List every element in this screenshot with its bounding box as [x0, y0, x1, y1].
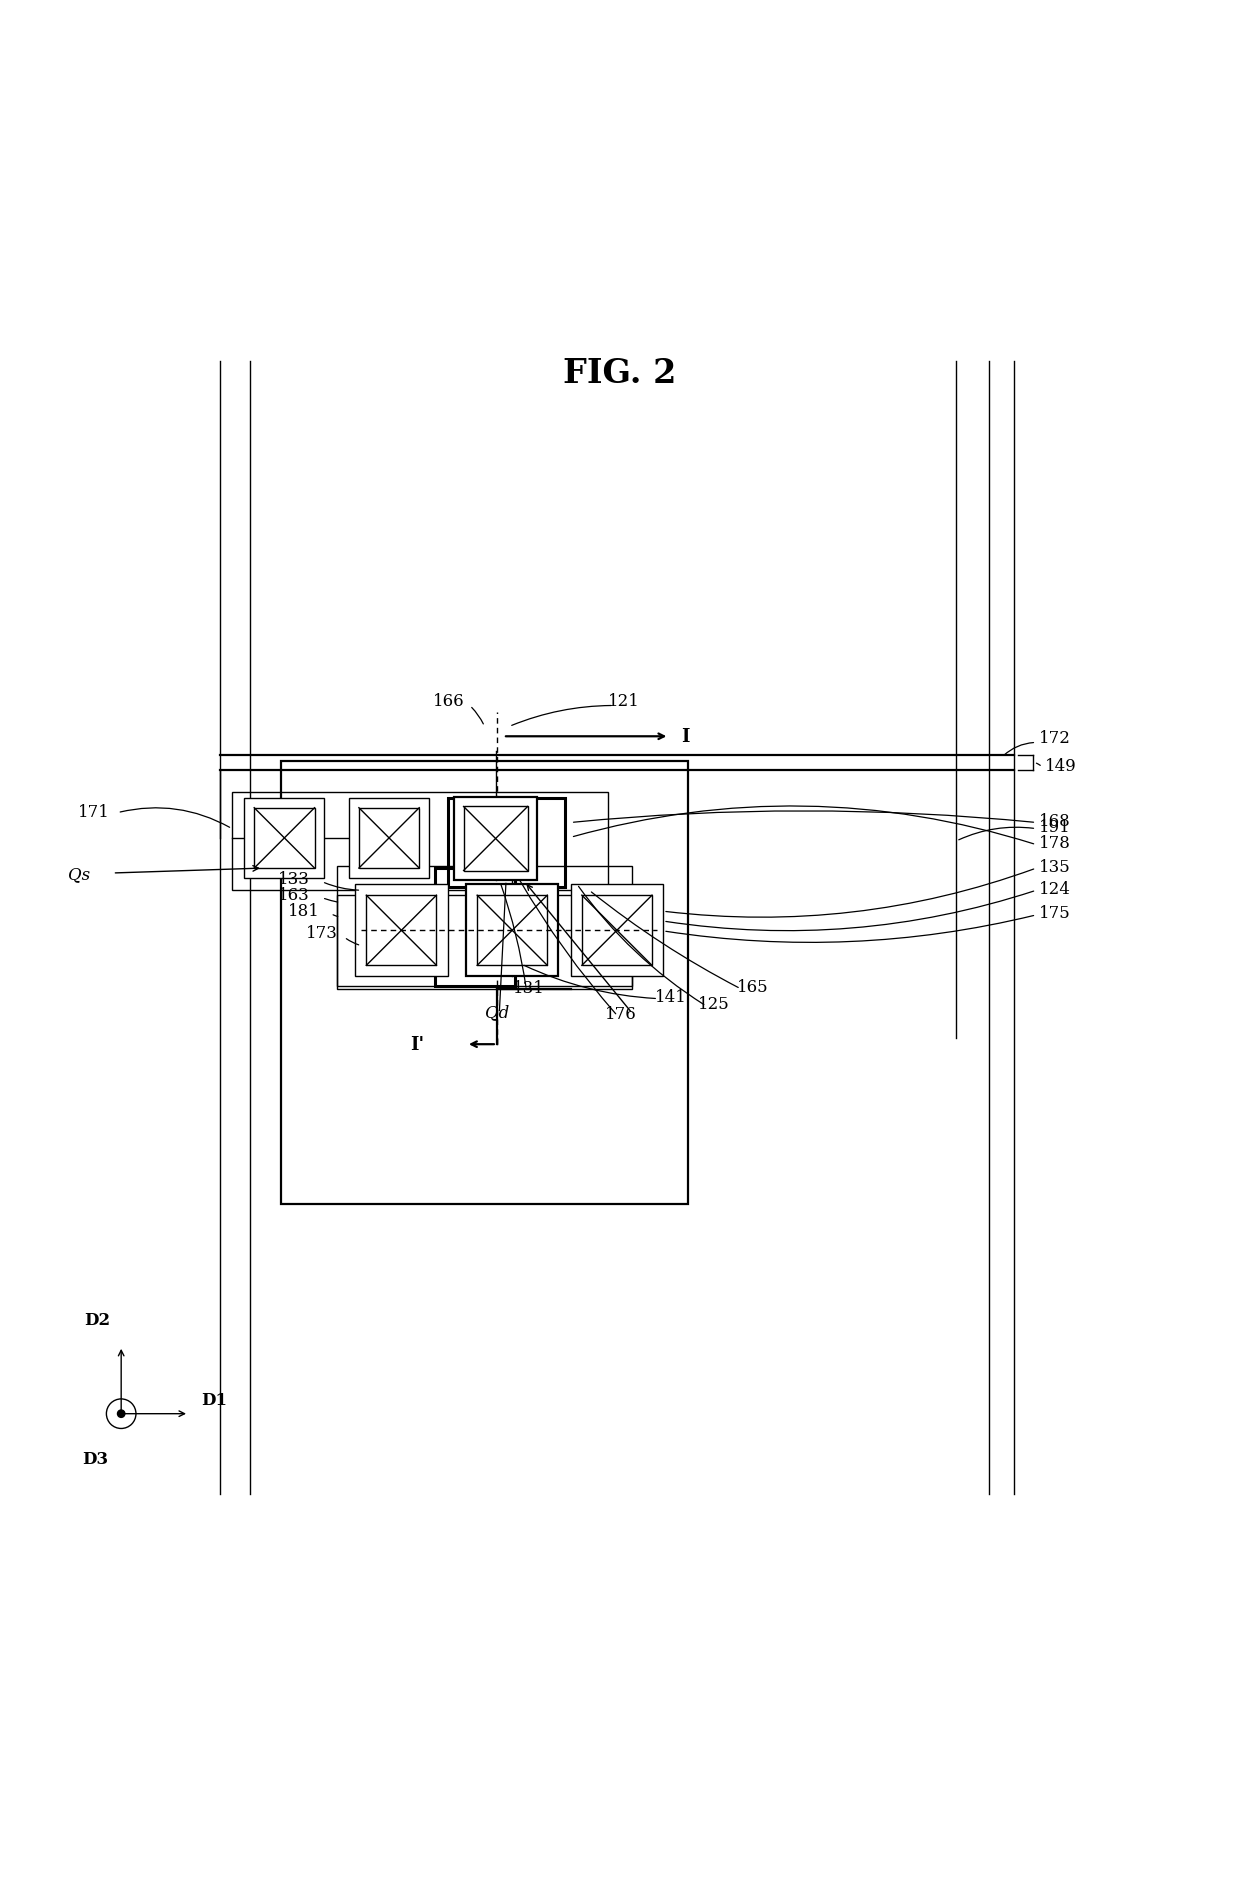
- Bar: [348, 799, 429, 878]
- Bar: [254, 808, 315, 869]
- Bar: [337, 867, 632, 989]
- Bar: [244, 799, 325, 878]
- Circle shape: [118, 1410, 125, 1418]
- Text: D2: D2: [84, 1310, 110, 1327]
- Text: Qs: Qs: [68, 865, 91, 882]
- Bar: [454, 797, 537, 882]
- Text: Qd: Qd: [485, 1004, 508, 1021]
- Text: D1: D1: [201, 1391, 227, 1408]
- Text: 125: 125: [698, 996, 729, 1013]
- Text: 191: 191: [1039, 818, 1070, 837]
- Bar: [337, 895, 632, 987]
- Text: 163: 163: [278, 885, 309, 904]
- Text: 121: 121: [608, 694, 640, 711]
- Text: 175: 175: [1039, 904, 1070, 921]
- Text: 168: 168: [1039, 812, 1070, 829]
- Text: 166: 166: [433, 694, 465, 711]
- Text: 178: 178: [1039, 835, 1070, 852]
- Bar: [448, 799, 564, 887]
- Text: 131: 131: [513, 979, 544, 996]
- Bar: [366, 895, 436, 966]
- Bar: [582, 895, 652, 966]
- Text: 141: 141: [655, 989, 687, 1006]
- Text: 149: 149: [1045, 758, 1076, 775]
- Bar: [232, 791, 608, 891]
- Bar: [464, 807, 528, 870]
- Text: I: I: [682, 728, 691, 746]
- Text: FIG. 2: FIG. 2: [563, 357, 677, 391]
- Text: 133: 133: [278, 870, 310, 887]
- Bar: [358, 808, 419, 869]
- Bar: [355, 885, 448, 978]
- Bar: [466, 885, 558, 978]
- Bar: [570, 885, 663, 978]
- Bar: [281, 761, 688, 1205]
- Text: 173: 173: [306, 925, 337, 942]
- Bar: [477, 895, 547, 966]
- Text: 181: 181: [288, 902, 320, 919]
- Bar: [435, 869, 516, 987]
- Text: 165: 165: [737, 979, 769, 996]
- Text: 124: 124: [1039, 880, 1070, 897]
- Text: 176: 176: [605, 1006, 637, 1023]
- Text: 172: 172: [1039, 729, 1070, 746]
- Text: 171: 171: [78, 805, 110, 822]
- Text: D3: D3: [82, 1449, 108, 1466]
- Text: 135: 135: [1039, 857, 1070, 874]
- Text: I': I': [410, 1036, 425, 1053]
